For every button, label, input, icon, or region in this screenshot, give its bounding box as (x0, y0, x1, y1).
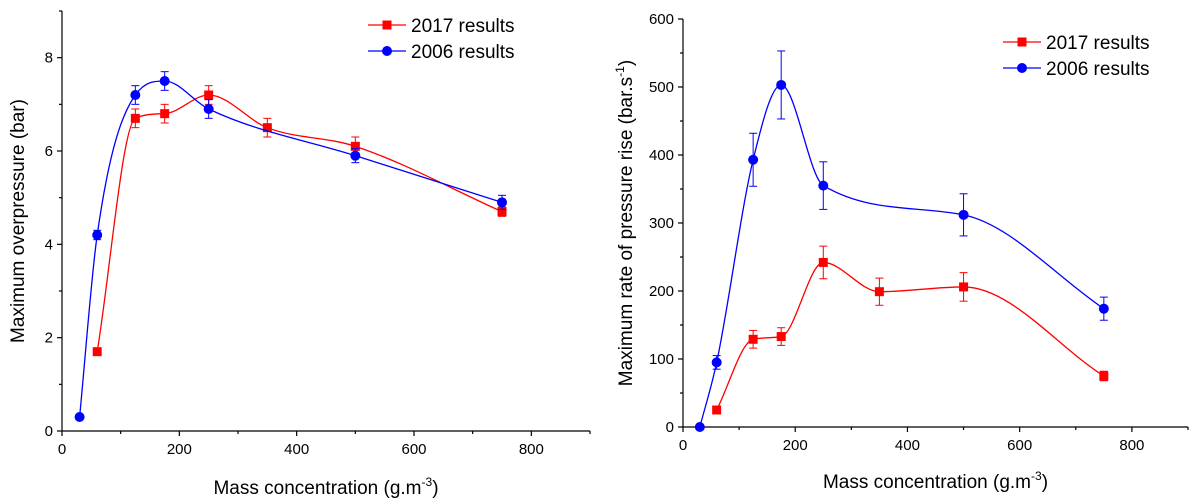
legend-label: 2017 results (1046, 33, 1150, 54)
series-red-squares (92, 85, 507, 357)
data-point (712, 405, 722, 415)
y-tick-label: 4 (45, 236, 53, 253)
data-point (959, 282, 969, 292)
y-tick-label: 0 (666, 419, 674, 436)
data-point (350, 150, 361, 161)
x-tick-label: 200 (783, 437, 808, 454)
data-point (1098, 303, 1109, 314)
x-axis-title-end: ) (432, 478, 438, 499)
data-point (130, 113, 140, 123)
legend-entry: 2017 results (1003, 33, 1150, 54)
legend-marker (1017, 37, 1027, 47)
y-axis-title-text: Maximum overpressure (bar) (8, 99, 29, 343)
legend-entry: 2017 results (368, 16, 515, 37)
overpressure-chart: 0 200 400 600 800 0 2 4 6 8 Mass concentration (g.… (8, 10, 591, 499)
y-tick-label: 400 (649, 147, 674, 164)
data-point (92, 347, 102, 357)
legend-marker (382, 46, 392, 56)
legend-marker (1017, 63, 1027, 73)
pressure-rise-rate-chart: 0 200 400 600 800 0 100 200 300 400 500 600 Mass con… (613, 11, 1189, 493)
x-tick-label: 800 (519, 441, 544, 458)
x-axis-title: Mass concentration (g.m-3) (213, 475, 438, 499)
x-tick-label: 0 (679, 437, 687, 454)
legend-marker (382, 20, 392, 30)
series-line (699, 84, 1105, 428)
x-tick-label: 600 (1007, 437, 1032, 454)
data-point (497, 207, 507, 217)
x-tick-label: 400 (284, 441, 309, 458)
y-tick-label: 600 (649, 11, 674, 28)
y-tick-label: 300 (649, 215, 674, 232)
data-point (203, 104, 214, 114)
y-tick-label: 200 (649, 283, 674, 300)
y-tick-label: 100 (649, 351, 674, 368)
data-point (92, 230, 103, 240)
x-axis-title-superscript: -3 (422, 475, 433, 489)
x-tick-label: 200 (167, 441, 192, 458)
x-axis-title: Mass concentration (g.m-3) (823, 469, 1048, 493)
y-axis-title-text: Maximum rate of pressure rise (bar.s (616, 77, 637, 386)
series-blue-circles (694, 50, 1109, 432)
data-point (776, 332, 786, 342)
x-axis-title-superscript: -3 (1031, 469, 1042, 483)
data-point (497, 197, 507, 208)
data-point (1099, 371, 1109, 381)
data-point (350, 141, 360, 151)
data-point (74, 412, 85, 422)
x-axis-title-text: Mass concentration (g.m (823, 472, 1031, 493)
y-tick-label: 0 (45, 423, 53, 440)
data-point (958, 209, 969, 220)
data-point (748, 334, 758, 344)
legend-entry: 2006 results (1003, 59, 1150, 80)
y-axis-title-end: ) (616, 60, 637, 66)
series-line (716, 261, 1105, 411)
data-point (874, 287, 884, 297)
legend-label: 2006 results (1046, 59, 1150, 80)
data-point (711, 357, 722, 368)
series-line (78, 80, 503, 418)
data-point (748, 154, 759, 165)
y-tick-label: 6 (45, 143, 53, 160)
x-tick-label: 400 (895, 437, 920, 454)
y-axis-title-superscript: -1 (613, 66, 627, 77)
data-point (204, 90, 214, 100)
data-point (776, 79, 787, 90)
x-tick-label: 800 (1119, 437, 1144, 454)
legend-entry: 2006 results (368, 42, 515, 63)
data-point (694, 422, 705, 432)
legend-label: 2017 results (411, 16, 515, 37)
y-axis-title: Maximum rate of pressure rise (bar.s-1) (613, 60, 637, 386)
y-tick-label: 2 (45, 330, 53, 347)
series-line (96, 94, 503, 352)
x-axis-title-end: ) (1042, 472, 1048, 493)
data-point (818, 180, 829, 191)
y-axis-title: Maximum overpressure (bar) (8, 99, 29, 343)
series-red-squares (712, 245, 1109, 415)
data-point (818, 257, 828, 267)
data-point (160, 109, 170, 119)
series-blue-circles (74, 71, 507, 422)
legend-label: 2006 results (411, 42, 515, 63)
x-tick-label: 600 (401, 441, 426, 458)
y-tick-label: 8 (45, 50, 53, 67)
data-point (159, 76, 170, 86)
x-axis-title-text: Mass concentration (g.m (213, 478, 421, 499)
x-tick-label: 0 (58, 441, 66, 458)
data-point (130, 90, 141, 100)
y-tick-label: 500 (649, 79, 674, 96)
data-point (262, 123, 272, 133)
